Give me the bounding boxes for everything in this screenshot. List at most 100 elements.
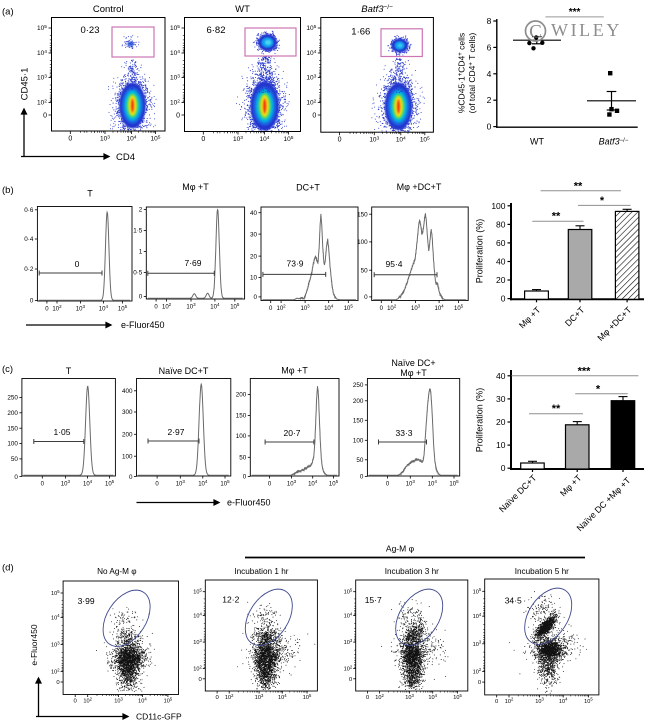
- svg-text:WILEY: WILEY: [551, 20, 622, 40]
- svg-text:103: 103: [193, 638, 202, 646]
- svg-text:DC+T: DC+T: [296, 183, 320, 193]
- svg-text:103: 103: [100, 134, 110, 142]
- svg-text:Incubation 5 hr: Incubation 5 hr: [515, 567, 569, 576]
- svg-text:Proliferation (%): Proliferation (%): [475, 219, 485, 284]
- svg-text:8: 8: [487, 16, 492, 26]
- svg-text:102: 102: [306, 99, 316, 107]
- svg-text:Proliferation (%): Proliferation (%): [475, 388, 485, 453]
- svg-text:Mφ +T: Mφ +T: [281, 366, 308, 376]
- svg-text:Batf3−/−: Batf3−/−: [599, 137, 629, 147]
- svg-text:104: 104: [559, 697, 568, 705]
- svg-text:0: 0: [338, 137, 342, 144]
- svg-text:***: ***: [578, 365, 592, 377]
- svg-text:100: 100: [122, 453, 133, 460]
- svg-text:400: 400: [122, 388, 133, 395]
- svg-text:1·5: 1·5: [133, 228, 143, 235]
- svg-text:C: C: [529, 22, 542, 43]
- svg-text:300: 300: [122, 409, 133, 416]
- svg-text:20: 20: [250, 253, 258, 260]
- svg-text:0: 0: [201, 136, 205, 143]
- svg-text:104: 104: [138, 696, 147, 704]
- svg-text:104: 104: [308, 479, 318, 487]
- svg-text:102: 102: [83, 696, 92, 704]
- svg-text:102: 102: [225, 693, 234, 701]
- svg-text:0: 0: [30, 298, 34, 305]
- svg-text:0: 0: [155, 481, 159, 487]
- svg-text:0: 0: [56, 680, 60, 686]
- svg-text:102: 102: [276, 304, 286, 312]
- svg-text:102: 102: [193, 664, 202, 672]
- svg-text:104: 104: [198, 479, 208, 487]
- svg-text:T: T: [66, 366, 72, 376]
- svg-text:0: 0: [154, 304, 158, 310]
- svg-text:150: 150: [7, 425, 18, 432]
- svg-text:105: 105: [220, 479, 230, 487]
- svg-text:105: 105: [453, 693, 462, 701]
- svg-text:Mφ +T: Mφ +T: [400, 368, 427, 378]
- svg-text:102: 102: [473, 667, 482, 675]
- svg-text:Mφ +T: Mφ +T: [182, 182, 209, 192]
- svg-text:100: 100: [357, 239, 368, 246]
- svg-text:30: 30: [250, 231, 258, 238]
- svg-text:103: 103: [287, 479, 297, 487]
- svg-text:T: T: [87, 189, 93, 199]
- svg-text:250: 250: [7, 395, 18, 402]
- svg-text:1·05: 1·05: [53, 427, 70, 437]
- svg-text:30: 30: [496, 394, 506, 404]
- svg-text:***: ***: [569, 7, 581, 18]
- svg-text:103: 103: [76, 304, 86, 312]
- svg-text:103: 103: [255, 693, 264, 701]
- svg-text:0: 0: [176, 112, 180, 119]
- svg-text:104: 104: [428, 693, 437, 701]
- svg-text:Batf3−/−: Batf3−/−: [361, 4, 393, 15]
- svg-text:80: 80: [496, 219, 506, 229]
- svg-text:e-Fluor450: e-Fluor450: [29, 624, 39, 665]
- svg-text:105: 105: [170, 24, 180, 32]
- svg-text:0: 0: [349, 677, 353, 683]
- svg-text:10: 10: [496, 440, 506, 450]
- svg-text:0: 0: [501, 294, 506, 304]
- svg-text:104: 104: [260, 135, 270, 143]
- svg-text:0: 0: [41, 481, 45, 487]
- svg-text:CD45·1: CD45·1: [20, 68, 31, 101]
- svg-text:0: 0: [478, 680, 482, 686]
- svg-text:0: 0: [364, 294, 368, 301]
- svg-text:104: 104: [51, 613, 60, 621]
- svg-text:0: 0: [495, 699, 499, 705]
- svg-text:*: *: [600, 195, 605, 207]
- svg-text:105: 105: [473, 587, 482, 595]
- svg-text:104: 104: [396, 136, 406, 144]
- svg-text:2: 2: [487, 95, 492, 105]
- svg-text:104: 104: [473, 612, 482, 620]
- svg-text:105: 105: [164, 696, 173, 704]
- svg-text:Incubation 1 hr: Incubation 1 hr: [234, 567, 288, 576]
- svg-text:103: 103: [535, 697, 544, 705]
- svg-text:20: 20: [496, 417, 506, 427]
- svg-text:104: 104: [324, 304, 334, 312]
- svg-text:103: 103: [306, 74, 316, 82]
- svg-text:105: 105: [584, 697, 593, 705]
- svg-text:2·97: 2·97: [167, 427, 184, 437]
- svg-text:104: 104: [344, 611, 353, 619]
- svg-text:Incubation 3 hr: Incubation 3 hr: [385, 567, 439, 576]
- svg-text:150: 150: [353, 418, 364, 425]
- svg-text:34·5: 34·5: [505, 596, 522, 606]
- svg-text:(d): (d): [2, 563, 14, 574]
- svg-text:105: 105: [284, 135, 294, 143]
- svg-text:105: 105: [193, 588, 202, 596]
- svg-text:105: 105: [329, 479, 339, 487]
- svg-text:1: 1: [139, 249, 143, 256]
- svg-text:105: 105: [344, 304, 354, 312]
- svg-text:150: 150: [357, 211, 368, 218]
- svg-text:Control: Control: [93, 4, 124, 15]
- svg-text:40: 40: [496, 371, 506, 381]
- svg-text:105: 105: [449, 479, 459, 487]
- svg-text:0: 0: [43, 112, 47, 119]
- svg-text:0: 0: [139, 294, 143, 301]
- svg-text:102: 102: [505, 697, 514, 705]
- svg-text:1·66: 1·66: [351, 27, 370, 38]
- svg-text:103: 103: [51, 640, 60, 648]
- svg-text:103: 103: [176, 479, 186, 487]
- svg-text:102: 102: [51, 667, 60, 675]
- svg-text:Naïve DC+: Naïve DC+: [391, 358, 435, 368]
